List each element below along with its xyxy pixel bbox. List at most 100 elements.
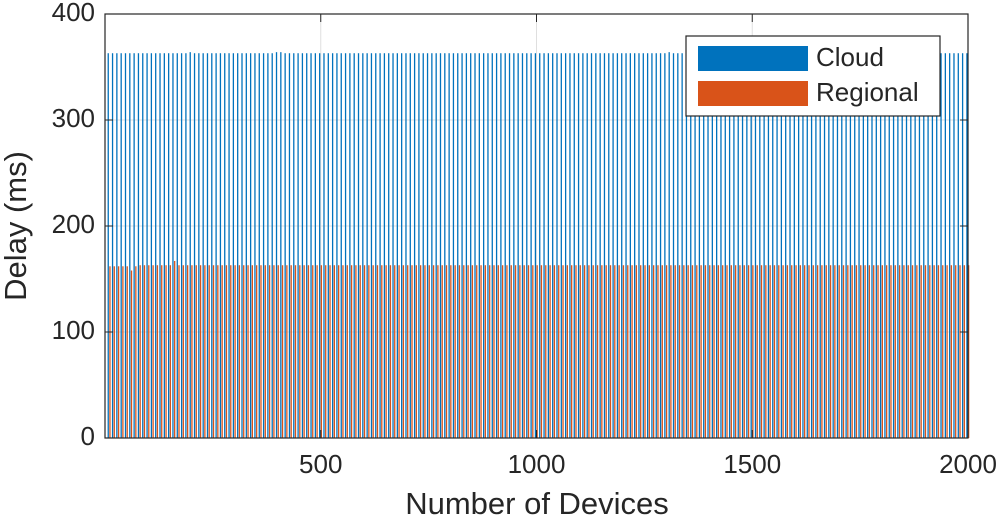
bar	[722, 265, 724, 438]
bar	[117, 266, 120, 438]
bar	[159, 53, 161, 438]
x-tick-label: 1500	[723, 449, 781, 479]
bar	[437, 265, 439, 438]
bar	[854, 53, 856, 438]
bar	[471, 265, 474, 438]
bar	[923, 53, 925, 438]
bar	[769, 265, 771, 438]
bar	[225, 265, 228, 438]
bar	[944, 53, 946, 438]
bar	[868, 265, 871, 438]
bar	[172, 53, 174, 438]
bar	[376, 265, 379, 438]
bar	[760, 265, 763, 438]
bar	[838, 265, 840, 438]
bar	[640, 265, 642, 438]
bar	[392, 53, 394, 438]
bar	[950, 265, 953, 438]
bar	[834, 265, 836, 438]
bar	[767, 53, 770, 438]
bar	[211, 53, 213, 438]
bar	[806, 53, 808, 438]
bar	[829, 265, 832, 438]
bar	[445, 265, 448, 438]
bar	[791, 265, 793, 438]
bar	[916, 265, 918, 438]
bar	[653, 265, 655, 438]
bar	[562, 265, 564, 438]
bar	[737, 53, 739, 438]
bar	[454, 265, 456, 438]
bar	[336, 53, 338, 438]
bar	[750, 53, 752, 438]
bar	[898, 265, 901, 438]
bar	[894, 265, 896, 438]
bar	[782, 265, 784, 438]
bar	[303, 265, 305, 438]
bar	[396, 53, 398, 438]
bar	[247, 265, 249, 438]
bar	[262, 53, 265, 438]
bar	[659, 53, 662, 438]
bar	[937, 265, 940, 438]
bar	[426, 53, 429, 438]
bar	[142, 53, 144, 438]
bar	[713, 265, 715, 438]
bar	[907, 265, 909, 438]
bar	[306, 53, 308, 438]
bar	[819, 53, 821, 438]
bar	[372, 265, 374, 438]
bar	[357, 53, 360, 438]
bar	[230, 265, 232, 438]
bar	[754, 53, 757, 438]
bar	[219, 53, 222, 438]
bar	[575, 265, 577, 438]
y-tick-label: 400	[52, 0, 95, 27]
bar	[558, 265, 560, 438]
bar	[441, 265, 443, 438]
bar	[530, 53, 532, 438]
bar	[355, 265, 357, 438]
y-tick-label: 200	[52, 209, 95, 239]
legend-swatch	[698, 81, 808, 106]
bar	[670, 265, 672, 438]
bar	[802, 53, 804, 438]
bar	[698, 53, 701, 438]
bar	[638, 53, 640, 438]
bar	[281, 265, 284, 438]
bar	[124, 53, 127, 438]
bar	[508, 53, 511, 438]
bar	[316, 265, 318, 438]
bar	[871, 53, 873, 438]
bar	[290, 265, 292, 438]
bar	[368, 265, 370, 438]
bar	[888, 53, 890, 438]
bar	[359, 265, 361, 438]
bar	[704, 265, 707, 438]
y-tick-label: 300	[52, 103, 95, 133]
bar	[752, 265, 754, 438]
bar	[851, 265, 853, 438]
bar	[569, 53, 571, 438]
bar	[344, 53, 347, 438]
bar	[389, 265, 392, 438]
bar	[314, 53, 317, 438]
bar	[897, 53, 899, 438]
bar	[353, 53, 355, 438]
bar	[439, 53, 442, 438]
bar	[238, 265, 241, 438]
bar	[655, 53, 657, 438]
x-tick-label: 1000	[508, 449, 566, 479]
bar	[394, 265, 396, 438]
bar	[553, 265, 556, 438]
bar	[886, 265, 888, 438]
bar	[711, 53, 713, 438]
bar	[126, 266, 128, 438]
bar	[493, 265, 495, 438]
bar	[467, 265, 469, 438]
bar	[687, 265, 689, 438]
bar	[959, 265, 961, 438]
bar	[146, 53, 148, 438]
x-tick-label: 2000	[939, 449, 997, 479]
bar	[349, 53, 351, 438]
